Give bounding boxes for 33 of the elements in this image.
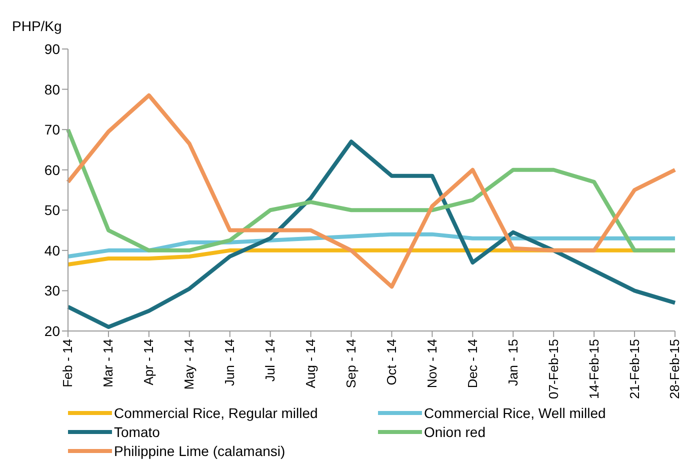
y-tick-label: 30 [44,282,60,299]
legend-label: Tomato [114,424,160,440]
x-tick-label: Mar - 14 [100,339,116,388]
x-tick-label: Nov - 14 [424,339,440,388]
y-tick-label: 20 [44,322,60,339]
line-series [66,140,677,329]
x-tick-label: 28-Feb-15 [667,339,682,399]
x-tick-label: Jul - 14 [262,339,278,382]
x-tick-label: Dec - 14 [464,339,480,388]
y-tick-label: 60 [44,162,60,178]
legend-label: Philippine Lime (calamansi) [114,442,286,458]
legend-label: Commercial Rice, Regular milled [114,404,318,420]
x-tick-label: Sep - 14 [343,339,358,388]
x-tick-label: 21-Feb-15 [626,339,642,399]
x-tick-label: Aug - 14 [303,339,318,388]
y-tick-label: 40 [44,242,60,258]
y-axis-title: PHP/Kg [12,18,62,34]
y-tick-label: 80 [44,81,60,98]
line-series [66,93,677,289]
x-tick-label: Oct - 14 [384,339,399,386]
x-tick-label: Jun - 14 [222,339,238,386]
x-tick-label: May - 14 [182,339,197,390]
x-tick-label: 14-Feb-15 [586,339,602,399]
x-tick-label: 07-Feb-15 [546,339,561,399]
legend-label: Commercial Rice, Well milled [424,404,606,420]
x-tick-label: Feb - 14 [60,339,76,388]
y-tick-label: 50 [44,202,60,218]
legend-label: Onion red [424,424,486,440]
y-tick-label: 70 [44,122,60,138]
x-tick-label: Jan - 15 [505,339,520,386]
x-tick-label: Apr - 14 [141,339,156,386]
y-tick-label: 90 [44,40,60,57]
line-series [66,128,677,252]
